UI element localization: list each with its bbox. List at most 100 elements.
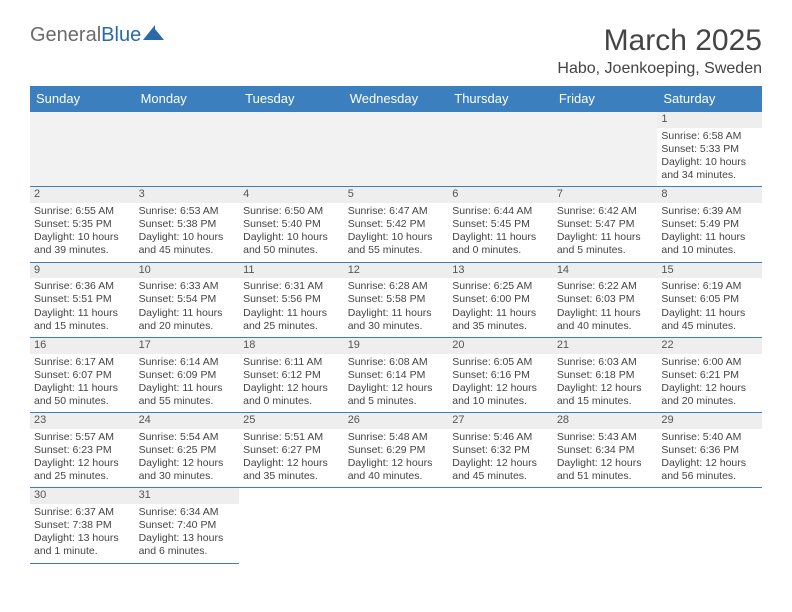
- day-number: 4: [239, 187, 344, 203]
- calendar-cell: [553, 112, 658, 187]
- sunset-line: Sunset: 6:07 PM: [34, 369, 131, 382]
- sunrise-line: Sunrise: 6:36 AM: [34, 280, 131, 293]
- weekday-header: Sunday: [30, 86, 135, 112]
- sunset-line: Sunset: 7:40 PM: [139, 519, 236, 532]
- calendar-cell: 9Sunrise: 6:36 AMSunset: 5:51 PMDaylight…: [30, 262, 135, 337]
- sunrise-line: Sunrise: 6:50 AM: [243, 205, 340, 218]
- daylight-line: Daylight: 12 hours and 10 minutes.: [452, 382, 549, 408]
- calendar-cell: 3Sunrise: 6:53 AMSunset: 5:38 PMDaylight…: [135, 187, 240, 262]
- daylight-line: Daylight: 11 hours and 55 minutes.: [139, 382, 236, 408]
- calendar-cell: [448, 112, 553, 187]
- weekday-header: Wednesday: [344, 86, 449, 112]
- calendar-table: SundayMondayTuesdayWednesdayThursdayFrid…: [30, 86, 762, 564]
- sunset-line: Sunset: 5:49 PM: [661, 218, 758, 231]
- calendar-cell: 13Sunrise: 6:25 AMSunset: 6:00 PMDayligh…: [448, 262, 553, 337]
- daylight-line: Daylight: 10 hours and 50 minutes.: [243, 231, 340, 257]
- day-number: 25: [239, 413, 344, 429]
- calendar-cell: 8Sunrise: 6:39 AMSunset: 5:49 PMDaylight…: [657, 187, 762, 262]
- day-number: 18: [239, 338, 344, 354]
- daylight-line: Daylight: 13 hours and 1 minute.: [34, 532, 131, 558]
- sunrise-line: Sunrise: 6:39 AM: [661, 205, 758, 218]
- sunrise-line: Sunrise: 6:31 AM: [243, 280, 340, 293]
- daylight-line: Daylight: 11 hours and 20 minutes.: [139, 307, 236, 333]
- calendar-cell: 26Sunrise: 5:48 AMSunset: 6:29 PMDayligh…: [344, 413, 449, 488]
- daylight-line: Daylight: 12 hours and 35 minutes.: [243, 457, 340, 483]
- day-number: 21: [553, 338, 658, 354]
- day-number: 23: [30, 413, 135, 429]
- calendar-cell: [344, 112, 449, 187]
- day-number: 27: [448, 413, 553, 429]
- calendar-cell: 18Sunrise: 6:11 AMSunset: 6:12 PMDayligh…: [239, 337, 344, 412]
- day-number: 14: [553, 263, 658, 279]
- sunrise-line: Sunrise: 5:57 AM: [34, 431, 131, 444]
- sunrise-line: Sunrise: 5:48 AM: [348, 431, 445, 444]
- calendar-cell: 30Sunrise: 6:37 AMSunset: 7:38 PMDayligh…: [30, 488, 135, 563]
- sunset-line: Sunset: 5:58 PM: [348, 293, 445, 306]
- calendar-cell: 7Sunrise: 6:42 AMSunset: 5:47 PMDaylight…: [553, 187, 658, 262]
- calendar-cell: [448, 488, 553, 563]
- calendar-cell: 19Sunrise: 6:08 AMSunset: 6:14 PMDayligh…: [344, 337, 449, 412]
- logo-text-1: General: [30, 24, 101, 46]
- day-number: 5: [344, 187, 449, 203]
- calendar-cell: 27Sunrise: 5:46 AMSunset: 6:32 PMDayligh…: [448, 413, 553, 488]
- month-title: March 2025: [557, 24, 762, 58]
- daylight-line: Daylight: 12 hours and 45 minutes.: [452, 457, 549, 483]
- logo-text-2: Blue: [101, 24, 141, 46]
- daylight-line: Daylight: 12 hours and 40 minutes.: [348, 457, 445, 483]
- sunrise-line: Sunrise: 5:54 AM: [139, 431, 236, 444]
- day-number: 24: [135, 413, 240, 429]
- calendar-cell: 14Sunrise: 6:22 AMSunset: 6:03 PMDayligh…: [553, 262, 658, 337]
- day-number: 10: [135, 263, 240, 279]
- sunset-line: Sunset: 5:54 PM: [139, 293, 236, 306]
- weekday-header: Monday: [135, 86, 240, 112]
- sunrise-line: Sunrise: 6:14 AM: [139, 356, 236, 369]
- sunrise-line: Sunrise: 6:37 AM: [34, 506, 131, 519]
- sunset-line: Sunset: 6:09 PM: [139, 369, 236, 382]
- sunset-line: Sunset: 5:38 PM: [139, 218, 236, 231]
- daylight-line: Daylight: 11 hours and 45 minutes.: [661, 307, 758, 333]
- calendar-cell: 10Sunrise: 6:33 AMSunset: 5:54 PMDayligh…: [135, 262, 240, 337]
- calendar-cell: [657, 488, 762, 563]
- day-number: 6: [448, 187, 553, 203]
- calendar-cell: 11Sunrise: 6:31 AMSunset: 5:56 PMDayligh…: [239, 262, 344, 337]
- day-number: 11: [239, 263, 344, 279]
- sunset-line: Sunset: 6:21 PM: [661, 369, 758, 382]
- calendar-cell: 20 Sunrise: 6:05 AMSunset: 6:16 PMDayligh…: [448, 337, 553, 412]
- daylight-line: Daylight: 11 hours and 15 minutes.: [34, 307, 131, 333]
- sunrise-line: Sunrise: 6:42 AM: [557, 205, 654, 218]
- header: GeneralBlue March 2025 Habo, Joenkoeping…: [30, 24, 762, 78]
- sunrise-line: Sunrise: 6:44 AM: [452, 205, 549, 218]
- day-number: 20: [448, 338, 553, 354]
- sunrise-line: Sunrise: 6:53 AM: [139, 205, 236, 218]
- sunrise-line: Sunrise: 6:33 AM: [139, 280, 236, 293]
- daylight-line: Daylight: 11 hours and 0 minutes.: [452, 231, 549, 257]
- daylight-line: Daylight: 12 hours and 5 minutes.: [348, 382, 445, 408]
- calendar-cell: [135, 112, 240, 187]
- sunrise-line: Sunrise: 6:47 AM: [348, 205, 445, 218]
- calendar-cell: 28Sunrise: 5:43 AMSunset: 6:34 PMDayligh…: [553, 413, 658, 488]
- sunset-line: Sunset: 5:47 PM: [557, 218, 654, 231]
- day-number: 13: [448, 263, 553, 279]
- sunrise-line: Sunrise: 6:05 AM: [452, 356, 549, 369]
- day-number: 28: [553, 413, 658, 429]
- daylight-line: Daylight: 12 hours and 25 minutes.: [34, 457, 131, 483]
- day-number: 2: [30, 187, 135, 203]
- sunset-line: Sunset: 6:16 PM: [452, 369, 549, 382]
- day-number: 31: [135, 488, 240, 504]
- sunrise-line: Sunrise: 6:58 AM: [661, 130, 758, 143]
- sunset-line: Sunset: 6:32 PM: [452, 444, 549, 457]
- logo-icon: [143, 25, 165, 46]
- day-number: 7: [553, 187, 658, 203]
- sunrise-line: Sunrise: 6:25 AM: [452, 280, 549, 293]
- calendar-cell: 15Sunrise: 6:19 AMSunset: 6:05 PMDayligh…: [657, 262, 762, 337]
- daylight-line: Daylight: 11 hours and 30 minutes.: [348, 307, 445, 333]
- calendar-cell: [30, 112, 135, 187]
- sunset-line: Sunset: 6:18 PM: [557, 369, 654, 382]
- daylight-line: Daylight: 12 hours and 0 minutes.: [243, 382, 340, 408]
- sunset-line: Sunset: 7:38 PM: [34, 519, 131, 532]
- sunset-line: Sunset: 6:34 PM: [557, 444, 654, 457]
- calendar-cell: 12Sunrise: 6:28 AMSunset: 5:58 PMDayligh…: [344, 262, 449, 337]
- sunrise-line: Sunrise: 6:55 AM: [34, 205, 131, 218]
- daylight-line: Daylight: 10 hours and 45 minutes.: [139, 231, 236, 257]
- calendar-cell: 31Sunrise: 6:34 AMSunset: 7:40 PMDayligh…: [135, 488, 240, 563]
